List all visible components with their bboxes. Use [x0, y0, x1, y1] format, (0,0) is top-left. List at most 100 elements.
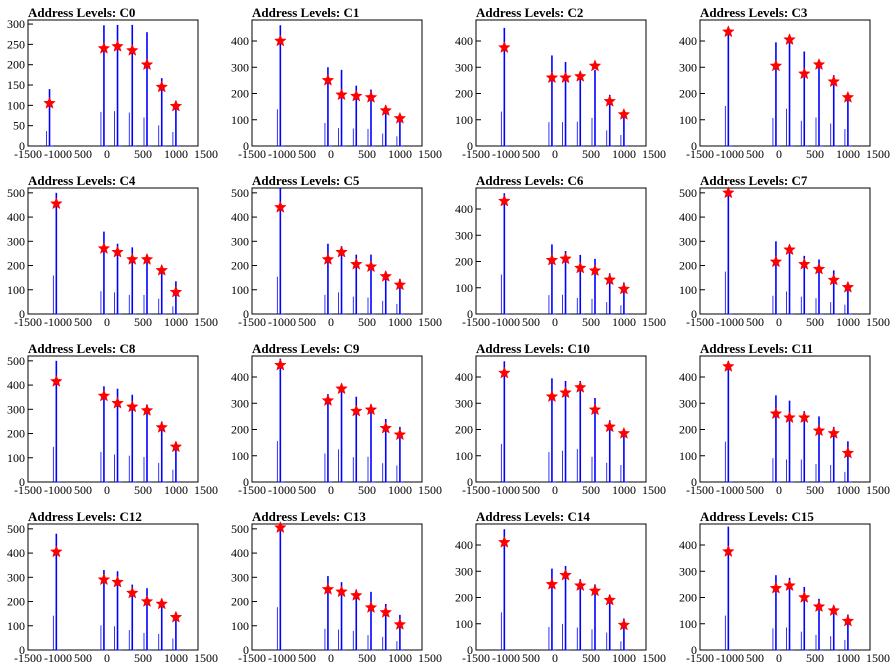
chart-panel-3: Address Levels: C3 0 100 200 300 400 -1500 -100…: [679, 5, 890, 161]
peak-marker-0: [497, 535, 511, 548]
peak-marker-2: [559, 71, 572, 84]
x-tick-label: 500: [522, 147, 540, 161]
x-tick-label: 500: [358, 147, 376, 161]
x-tick-label: 0: [552, 651, 558, 665]
peak-marker-0: [273, 520, 287, 534]
x-tick-label: 0: [104, 483, 110, 497]
peak-marker-5: [379, 103, 393, 116]
chart-title: Address Levels: C11: [700, 341, 813, 356]
x-tick-label: 0: [328, 147, 334, 161]
chart-panel-11: Address Levels: C11 0 100 200 300 400 -1500 -10…: [679, 341, 890, 497]
plot-frame: [27, 523, 199, 651]
x-tick-label: -1000: [44, 147, 72, 161]
x-tick-label: 1500: [642, 483, 666, 497]
x-tick-label: -1000: [716, 147, 744, 161]
peak-marker-0: [49, 545, 63, 558]
y-tick-label: 500: [679, 186, 697, 200]
peak-marker-5: [827, 426, 841, 439]
x-tick-labels: -1500 -1000 500 0 500 1000 1500: [238, 651, 442, 665]
peak-marker-5: [603, 420, 617, 433]
y-tick-label: 0: [19, 139, 25, 153]
chart-title: Address Levels: C5: [252, 173, 360, 188]
y-tick-label: 0: [19, 643, 25, 657]
x-tick-label: -1000: [716, 483, 744, 497]
peak-marker-1: [321, 393, 335, 407]
y-tick-label: 400: [231, 34, 249, 48]
y-tick-label: 0: [243, 643, 249, 657]
peak-marker-4: [588, 59, 602, 72]
x-tick-label: 1500: [642, 651, 666, 665]
x-tick-labels: -1500 -1000 500 0 500 1000 1500: [238, 315, 442, 329]
peak-marker-2: [335, 88, 348, 101]
peak-marker-3: [125, 43, 139, 56]
x-tick-label: 1000: [388, 651, 412, 665]
chart-panel-1: Address Levels: C1 0 100 200 300 400 -1500 -100…: [231, 5, 442, 161]
peak-marker-2: [559, 252, 572, 265]
x-tick-label: 500: [582, 483, 600, 497]
peak-marker-1: [97, 573, 111, 586]
peak-marker-1: [321, 582, 335, 595]
peak-marker-6: [393, 111, 407, 124]
y-tick-label: 200: [455, 423, 473, 437]
y-tick-label: 0: [467, 307, 473, 321]
x-tick-label: 1500: [866, 651, 890, 665]
x-tick-labels: -1500 -1000 500 0 500 1000 1500: [238, 483, 442, 497]
x-tick-label: 500: [358, 651, 376, 665]
y-tick-label: 200: [679, 259, 697, 273]
x-tick-label: -1500: [462, 315, 490, 329]
y-tick-label: 300: [231, 570, 249, 584]
plot-frame: [699, 523, 871, 651]
x-tick-label: 0: [776, 315, 782, 329]
x-tick-label: -1000: [44, 315, 72, 329]
plot-frame: [251, 355, 423, 483]
plot-frame: [251, 187, 423, 315]
x-tick-labels: -1500 -1000 500 0 500 1000 1500: [14, 483, 218, 497]
peak-marker-5: [603, 94, 617, 107]
y-tick-label: 300: [679, 234, 697, 248]
x-tick-label: 500: [806, 147, 824, 161]
peak-marker-3: [797, 257, 811, 270]
peak-marker-6: [617, 282, 631, 295]
peak-marker-5: [155, 420, 169, 433]
peak-marker-0: [721, 25, 735, 38]
x-tick-label: 500: [582, 315, 600, 329]
peak-marker-6: [169, 285, 183, 298]
y-tick-label: 400: [7, 378, 25, 392]
x-tick-labels: -1500 -1000 500 0 500 1000 1500: [462, 651, 666, 665]
x-tick-label: -1500: [238, 651, 266, 665]
y-tick-label: 0: [691, 643, 697, 657]
x-tick-label: 1000: [388, 147, 412, 161]
x-tick-label: -1000: [492, 483, 520, 497]
y-tick-label: 100: [455, 281, 473, 295]
y-tick-label: 200: [7, 58, 25, 72]
y-tick-label: 400: [455, 370, 473, 384]
x-tick-label: 500: [806, 483, 824, 497]
x-tick-label: 1000: [836, 147, 860, 161]
y-tick-label: 100: [231, 449, 249, 463]
peak-marker-3: [349, 588, 363, 601]
y-tick-label: 500: [7, 186, 25, 200]
x-tick-labels: -1500 -1000 500 0 500 1000 1500: [14, 651, 218, 665]
y-tick-label: 0: [243, 307, 249, 321]
peak-marker-0: [497, 194, 511, 207]
chart-panel-7: Address Levels: C7 0 100 200 300 400 500 -1500-…: [679, 173, 890, 329]
chart-title: Address Levels: C14: [476, 509, 590, 524]
x-tick-label: -1500: [686, 315, 714, 329]
y-tick-label: 500: [7, 354, 25, 368]
x-tick-label: -1500: [14, 483, 42, 497]
y-tick-label: 0: [19, 475, 25, 489]
peak-marker-4: [140, 594, 154, 607]
peak-marker-5: [603, 593, 617, 606]
chart-panel-8: Address Levels: C8 0 100 200 300 400 500 -1500-…: [7, 341, 218, 497]
y-tick-label: 300: [231, 60, 249, 74]
y-tick-label: 200: [231, 595, 249, 609]
peak-marker-4: [812, 57, 826, 71]
peak-marker-2: [783, 243, 796, 256]
y-tick-label: 400: [455, 202, 473, 216]
chart-panel-9: Address Levels: C9 0 100 200 300 400 -1500 -100…: [231, 341, 442, 497]
peak-marker-6: [617, 618, 631, 631]
y-tick-label: 400: [679, 34, 697, 48]
x-tick-label: -1500: [462, 651, 490, 665]
y-tick-label: 200: [231, 423, 249, 437]
chart-title: Address Levels: C8: [28, 341, 136, 356]
